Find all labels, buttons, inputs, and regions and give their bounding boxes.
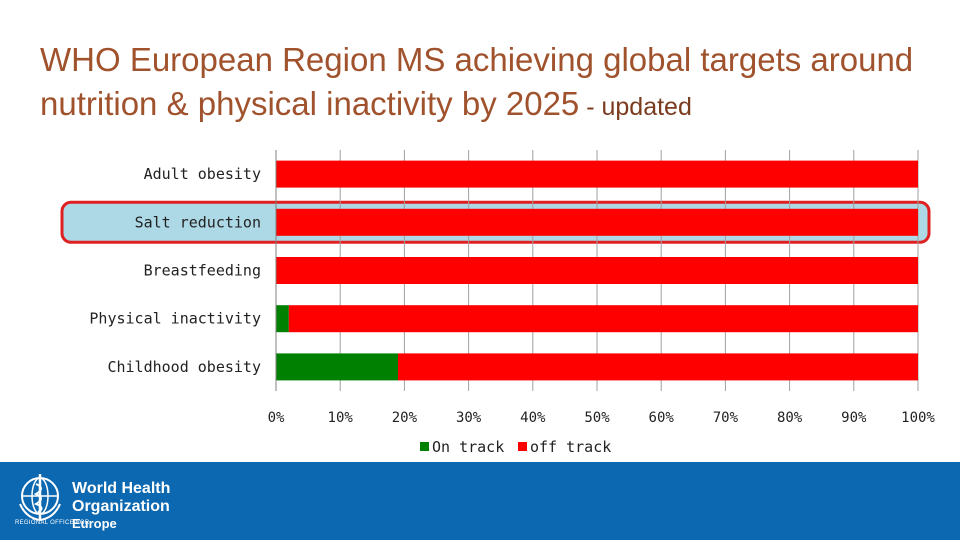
regional-office-label: REGIONAL OFFICE FOR (15, 520, 90, 526)
who-emblem-icon (19, 474, 61, 522)
org-name: World Health Organization (72, 480, 170, 516)
category-label: Breastfeeding (144, 262, 261, 280)
legend: On track off track (420, 438, 611, 456)
bar-off-track (276, 160, 918, 188)
category-label: Childhood obesity (107, 358, 261, 376)
x-tick-label: 0% (268, 410, 285, 426)
region-label: Europe (72, 516, 117, 531)
x-tick-label: 40% (520, 410, 546, 426)
x-tick-label: 100% (901, 410, 935, 426)
category-label: Adult obesity (144, 165, 261, 183)
org-line1: World Health (72, 480, 171, 497)
bar-on-track (276, 353, 398, 381)
stacked-bar-chart: Adult obesity Salt reduction Breastfeeding… (60, 150, 935, 456)
title-main: WHO European Region MS achieving global … (40, 41, 914, 122)
footer-bar (0, 462, 960, 540)
category-label: Physical inactivity (89, 310, 261, 328)
slide-title: WHO European Region MS achieving global … (40, 38, 940, 129)
title-suffix: - updated (579, 93, 692, 121)
x-tick-label: 70% (713, 410, 739, 426)
legend-swatch (518, 442, 527, 451)
x-tick-label: 10% (328, 410, 354, 426)
x-tick-label: 90% (841, 410, 867, 426)
x-tick-label: 60% (649, 410, 675, 426)
bar-on-track (276, 305, 289, 333)
category-label: Salt reduction (135, 213, 261, 231)
bar-off-track (397, 353, 919, 381)
x-tick-label: 30% (456, 410, 482, 426)
x-tick-label: 50% (584, 410, 610, 426)
bar-off-track (276, 208, 918, 236)
x-tick-label: 80% (777, 410, 803, 426)
legend-label: off track (530, 438, 611, 456)
bar-off-track (276, 257, 918, 284)
x-tick-label: 20% (392, 410, 418, 426)
legend-swatch (420, 442, 429, 451)
org-line2: Organization (72, 498, 170, 515)
legend-label: On track (432, 438, 504, 456)
bar-off-track (288, 305, 919, 333)
